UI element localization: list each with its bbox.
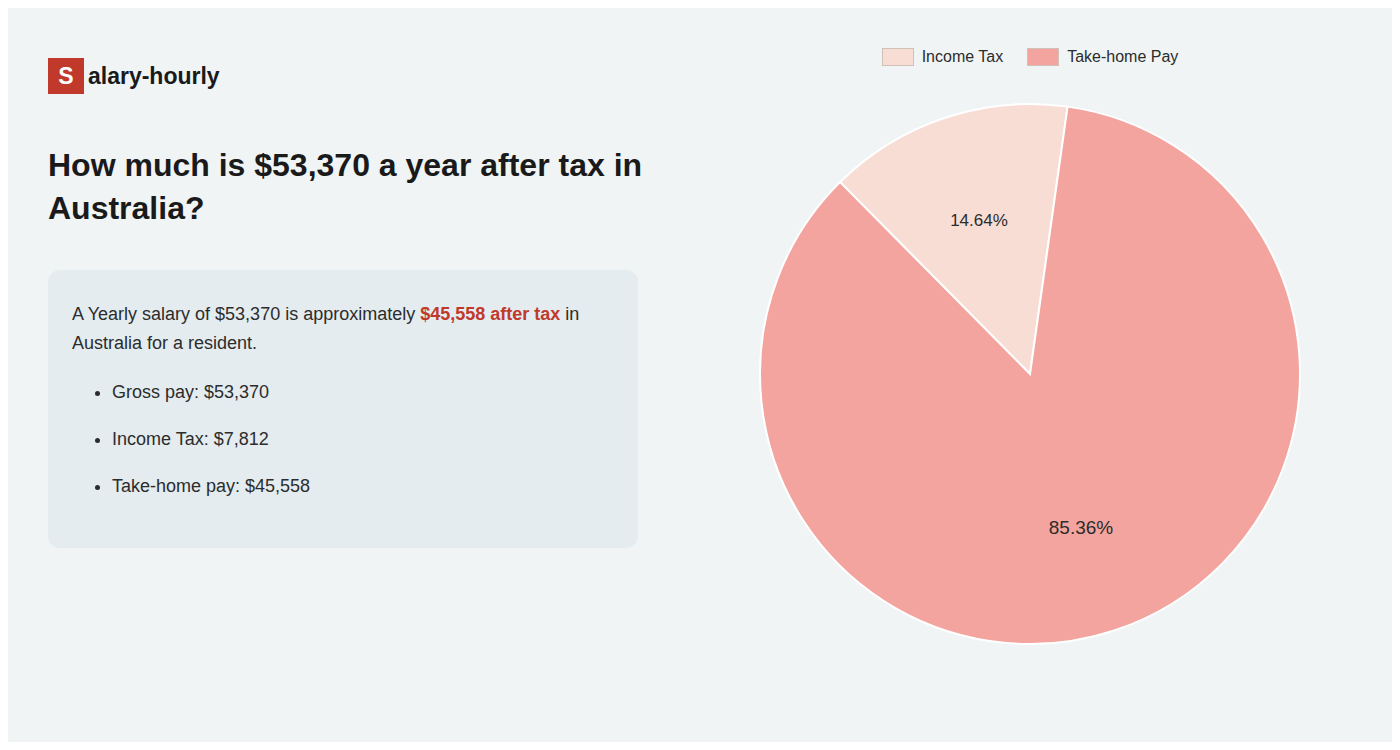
svg-text:14.64%: 14.64% (950, 211, 1008, 230)
html-text:Take-home Pay: Take-home Pay (1067, 48, 1179, 65)
html-text:A Yearly salary of $53,370 is: A Yearly salary of $53,370 is approximat… (72, 304, 580, 325)
html-text:Gross pay: $53,370: Gross pay: $53,370 (112, 382, 270, 402)
html-text:Income Tax: $7,812: Income Tax: $7,812 (112, 428, 269, 449)
html-text:S: S (58, 62, 74, 89)
html-text:alary-hourly: alary-hourly (88, 62, 220, 89)
html-text:Income Tax: Income Tax (921, 48, 1004, 65)
html-text:Take-home pay: $45,558: Take-home pay: $45,558 (112, 475, 311, 496)
html-text:Australia for a resident.: Australia for a resident. (72, 333, 258, 354)
html-text:How much is $53,370 a year aft: How much is $53,370 a year after tax in (48, 147, 643, 183)
svg-text:85.36%: 85.36% (1049, 517, 1114, 538)
html-text:Australia?: Australia? (48, 190, 205, 227)
